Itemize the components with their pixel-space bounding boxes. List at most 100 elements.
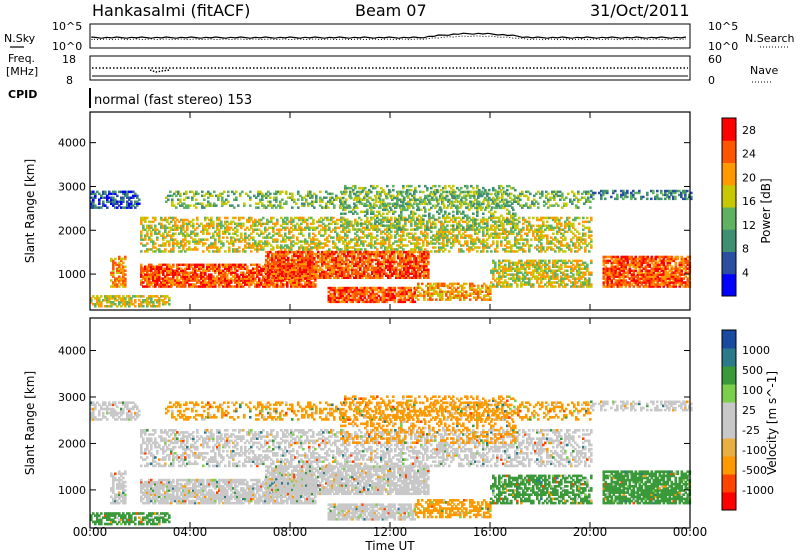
power-mark bbox=[382, 242, 385, 245]
power-mark bbox=[267, 274, 270, 277]
power-mark bbox=[288, 228, 291, 231]
power-mark bbox=[218, 281, 221, 284]
power-mark bbox=[498, 236, 501, 239]
power-mark bbox=[220, 242, 223, 245]
power-mark bbox=[531, 200, 534, 203]
power-mark bbox=[264, 228, 267, 231]
power-mark bbox=[172, 238, 175, 241]
power-mark bbox=[228, 267, 231, 270]
power-mark bbox=[246, 246, 249, 249]
power-mark bbox=[262, 236, 265, 239]
power-mark bbox=[152, 220, 155, 224]
power-mark bbox=[206, 238, 209, 241]
power-mark bbox=[222, 275, 225, 278]
power-mark bbox=[266, 240, 269, 243]
power-mark bbox=[524, 220, 527, 224]
power-mark bbox=[262, 269, 265, 272]
power-mark bbox=[223, 202, 226, 205]
power-mark bbox=[156, 228, 159, 231]
power-mark bbox=[553, 196, 556, 199]
power-mark bbox=[329, 272, 332, 275]
power-mark bbox=[300, 226, 303, 230]
power-mark bbox=[345, 198, 348, 201]
power-mark bbox=[327, 262, 330, 266]
power-mark bbox=[418, 236, 421, 239]
power-mark bbox=[465, 194, 468, 198]
power-mark bbox=[540, 218, 543, 222]
power-mark bbox=[112, 259, 115, 263]
power-mark bbox=[292, 224, 295, 228]
power-mark bbox=[160, 226, 163, 230]
power-mark bbox=[493, 202, 496, 205]
power-mark bbox=[518, 246, 521, 249]
power-mark bbox=[323, 276, 326, 279]
power-mark bbox=[220, 269, 223, 272]
power-mark bbox=[590, 246, 593, 249]
power-mark bbox=[128, 198, 131, 201]
power-mark bbox=[562, 228, 565, 231]
power-mark bbox=[176, 271, 179, 274]
power-mark bbox=[314, 226, 317, 230]
power-mark bbox=[362, 236, 365, 239]
power-mark bbox=[309, 256, 312, 260]
power-mark bbox=[148, 269, 151, 272]
power-mark bbox=[354, 242, 357, 245]
power-mark bbox=[294, 226, 297, 230]
power-mark bbox=[168, 273, 171, 276]
power-mark bbox=[196, 281, 199, 284]
power-mark bbox=[560, 244, 563, 247]
power-mark bbox=[144, 267, 147, 270]
power-mark bbox=[190, 279, 193, 282]
power-mark bbox=[173, 204, 176, 207]
power-mark bbox=[120, 283, 123, 286]
power-mark bbox=[312, 222, 315, 226]
power-mark bbox=[585, 198, 588, 201]
power-mark bbox=[130, 299, 133, 302]
power-mark bbox=[268, 232, 271, 235]
power-mark bbox=[542, 248, 545, 251]
power-mark bbox=[281, 256, 284, 260]
power-mark bbox=[232, 263, 235, 267]
power-mark bbox=[256, 224, 259, 228]
power-mark bbox=[313, 262, 316, 266]
power-mark bbox=[126, 196, 129, 199]
power-mark bbox=[277, 268, 280, 272]
power-mark bbox=[327, 272, 330, 275]
power-mark bbox=[352, 226, 355, 230]
power-mark bbox=[150, 248, 153, 251]
power-mark bbox=[140, 305, 143, 308]
power-mark bbox=[440, 246, 443, 249]
power-mark bbox=[128, 295, 131, 298]
power-mark bbox=[236, 224, 239, 228]
power-mark bbox=[499, 190, 502, 194]
power-mark bbox=[299, 254, 302, 258]
power-mark bbox=[118, 257, 121, 261]
noise-right-tick-top: 10^5 bbox=[708, 20, 738, 33]
power-mark bbox=[356, 238, 359, 241]
power-mark bbox=[292, 220, 295, 224]
power-mark bbox=[442, 232, 445, 235]
power-mark bbox=[252, 244, 255, 247]
power-mark bbox=[216, 232, 219, 235]
power-mark bbox=[540, 236, 543, 239]
power-mark bbox=[296, 222, 299, 226]
power-mark bbox=[344, 248, 347, 251]
power-mark bbox=[275, 276, 278, 279]
power-mark bbox=[240, 263, 243, 267]
power-mark bbox=[170, 271, 173, 274]
power-mark bbox=[542, 222, 545, 226]
power-mark bbox=[305, 264, 308, 268]
power-mark bbox=[269, 192, 272, 196]
power-mark bbox=[536, 216, 539, 220]
power-mark bbox=[255, 202, 258, 205]
power-mark bbox=[548, 242, 551, 245]
power-mark bbox=[298, 228, 301, 231]
power-mark bbox=[469, 196, 472, 199]
power-mark bbox=[458, 230, 461, 233]
power-mark bbox=[180, 218, 183, 222]
power-mark bbox=[506, 250, 509, 253]
power-mark bbox=[356, 242, 359, 245]
power-mark bbox=[214, 240, 217, 243]
power-mark bbox=[152, 250, 155, 253]
power-mark bbox=[496, 220, 499, 224]
